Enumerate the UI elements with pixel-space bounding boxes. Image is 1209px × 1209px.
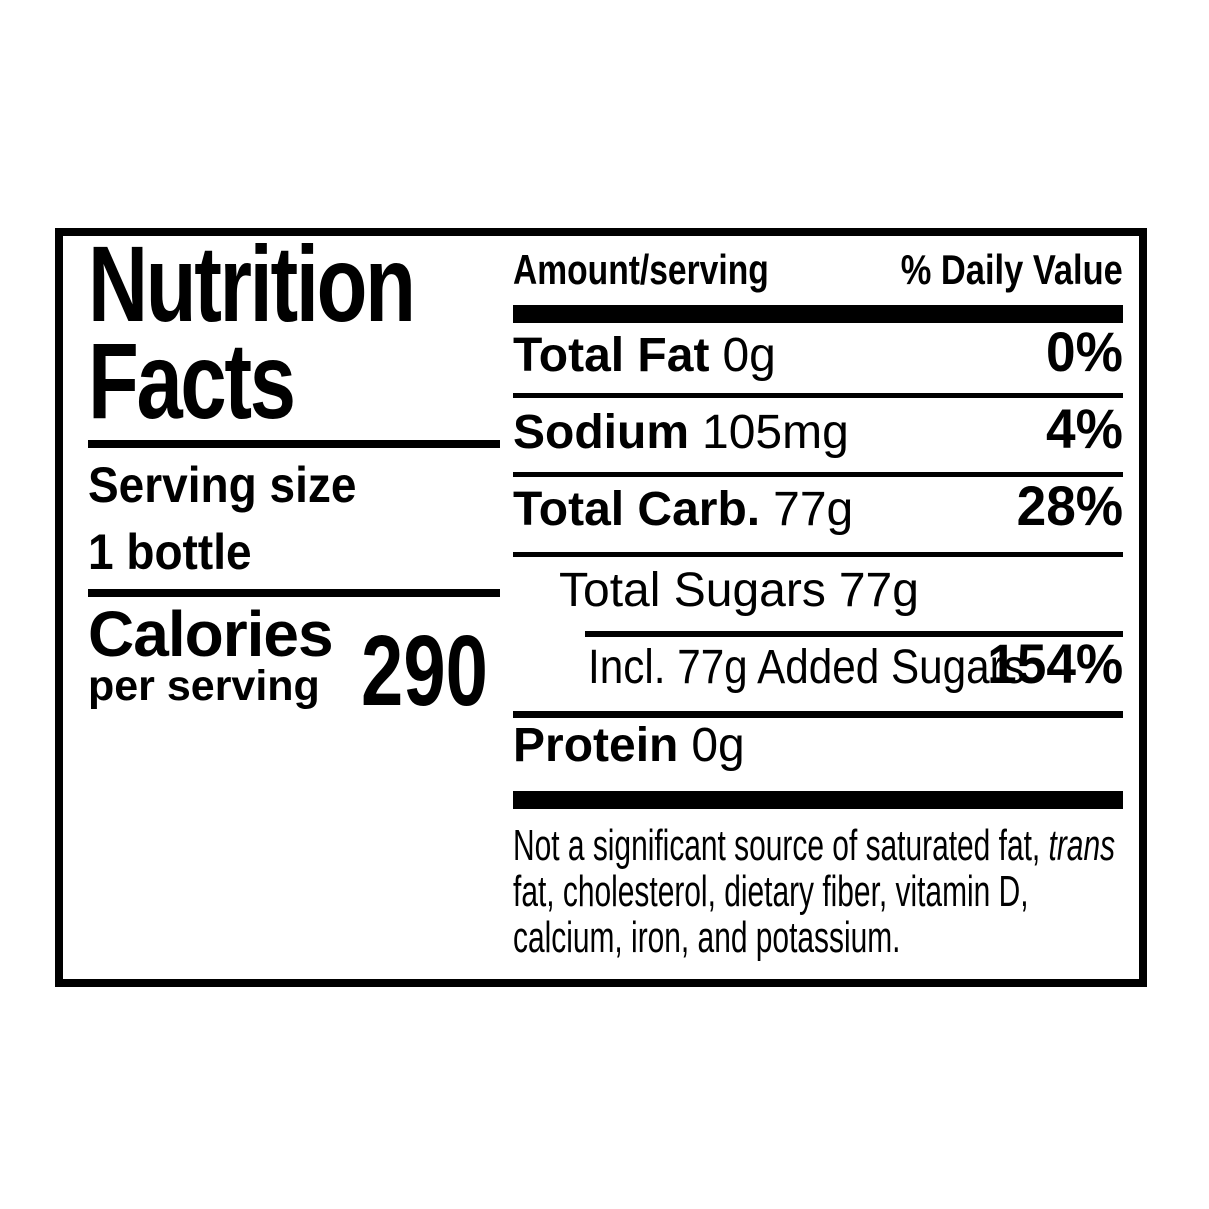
row-divider-indented (585, 631, 1123, 637)
thick-divider-bottom (513, 791, 1123, 809)
amount-per-serving-header: Amount/serving (513, 246, 769, 293)
calories-value: 290 (361, 615, 488, 727)
label-title-line-2: Facts (88, 320, 296, 441)
nutrient-amount: 77g (773, 483, 854, 536)
nutrient-name: Incl. 77g Added Sugars (588, 641, 1025, 694)
nutrient-name: Total Sugars (559, 564, 826, 617)
nutrient-amount: 77g (838, 564, 919, 617)
row-added-sugars: Incl. 77g Added Sugars 154% (513, 636, 1123, 706)
footnote: Not a significant source of saturated fa… (513, 823, 1123, 961)
row-divider-1 (513, 393, 1123, 398)
label-title-line-1: Nutrition (88, 223, 416, 344)
row-sodium: Sodium 105mg 4% (513, 401, 1123, 471)
nutrient-name: Total Fat (513, 329, 710, 382)
left-divider-2 (88, 589, 500, 597)
footnote-text: Not a significant source of saturated fa… (513, 821, 1049, 870)
nutrient-daily-value: 28% (1016, 474, 1123, 537)
nutrient-daily-value: 4% (1046, 397, 1123, 460)
row-total-carb: Total Carb. 77g 28% (513, 478, 1123, 548)
row-total-sugars: Total Sugars 77g (513, 567, 1123, 629)
left-divider-1 (88, 440, 500, 448)
footnote-trans-italic: trans (1048, 821, 1116, 870)
label-title: Nutrition Facts (88, 223, 416, 441)
footnote-line-3: calcium, iron, and potassium. (513, 913, 901, 962)
nutrient-name: Total Carb. (513, 483, 761, 536)
column-header-row: Amount/serving % Daily Value (513, 246, 1123, 296)
serving-size-value: 1 bottle (88, 524, 252, 580)
nutrient-name: Sodium (513, 406, 689, 459)
calories-sublabel: per serving (88, 662, 320, 710)
row-protein: Protein 0g (513, 722, 1123, 784)
nutrient-name: Protein (513, 719, 679, 772)
row-divider-2 (513, 472, 1123, 477)
row-total-fat: Total Fat 0g 0% (513, 324, 1123, 394)
calories-label: Calories (88, 598, 334, 670)
nutrient-amount: 0g (691, 719, 745, 772)
nutrient-daily-value: 154% (986, 632, 1123, 695)
nutrient-daily-value: 0% (1046, 320, 1123, 383)
footnote-line-1: Not a significant source of saturated fa… (513, 823, 1115, 869)
row-divider-4 (513, 711, 1123, 718)
serving-size-block: Serving size 1 bottle (88, 452, 356, 586)
row-divider-3 (513, 552, 1123, 557)
serving-size-label: Serving size (88, 457, 357, 513)
nutrient-amount: 105mg (702, 406, 849, 459)
daily-value-header: % Daily Value (900, 246, 1123, 293)
nutrient-amount: 0g (722, 329, 776, 382)
thick-divider-top (513, 305, 1123, 323)
nutrition-facts-label: Nutrition Facts Serving size 1 bottle Ca… (55, 228, 1147, 987)
footnote-line-2: fat, cholesterol, dietary fiber, vitamin… (513, 867, 1029, 916)
